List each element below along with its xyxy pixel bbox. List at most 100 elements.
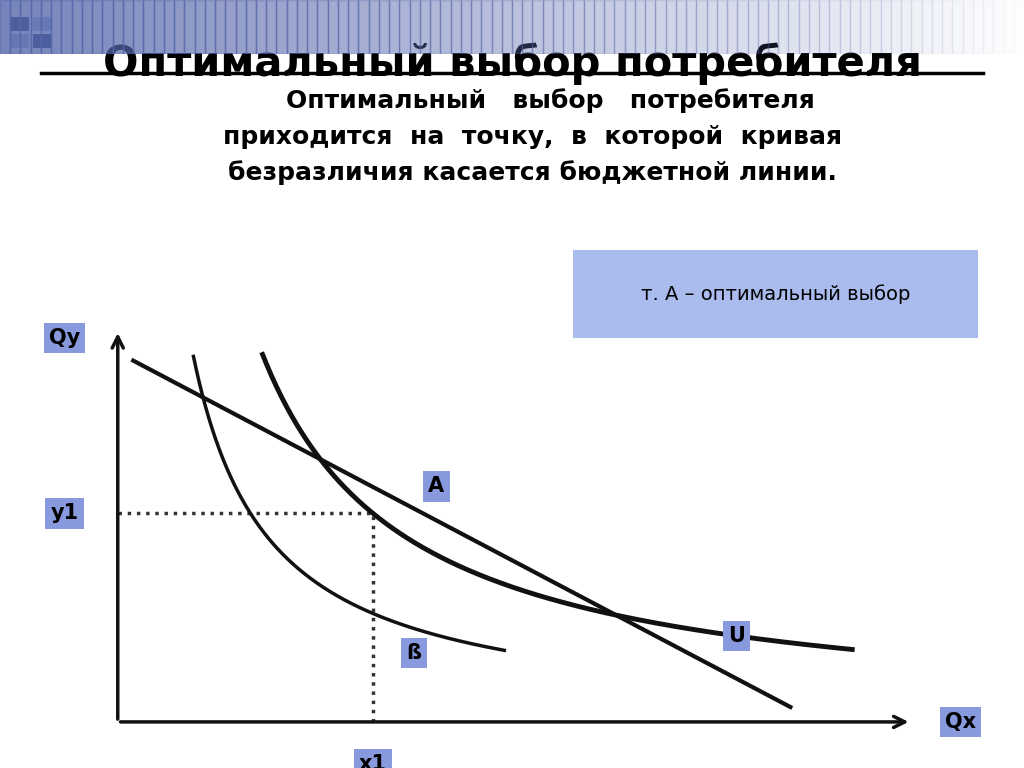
Bar	[553, 0, 563, 54]
Bar	[932, 0, 942, 54]
Bar	[92, 0, 102, 54]
Text: x1: x1	[358, 754, 387, 768]
Bar	[901, 0, 911, 54]
Bar	[594, 0, 604, 54]
Bar	[635, 0, 645, 54]
Bar	[625, 0, 635, 54]
Bar	[123, 0, 133, 54]
Bar	[512, 0, 522, 54]
Bar	[307, 0, 317, 54]
Bar	[102, 0, 113, 54]
Text: Qx: Qx	[945, 712, 976, 732]
Bar	[195, 0, 205, 54]
Bar	[840, 0, 850, 54]
Bar	[256, 0, 266, 54]
Bar	[860, 0, 870, 54]
Bar	[461, 0, 471, 54]
Text: Оптимальный   выбор   потребителя
приходится  на  точку,  в  которой  кривая
без: Оптимальный выбор потребителя приходится…	[223, 88, 842, 185]
Bar	[645, 0, 655, 54]
Bar	[707, 0, 717, 54]
Bar	[492, 0, 502, 54]
Text: ß: ß	[407, 643, 421, 663]
Bar	[696, 0, 707, 54]
Bar	[389, 0, 399, 54]
Bar	[276, 0, 287, 54]
Bar	[502, 0, 512, 54]
FancyBboxPatch shape	[33, 17, 51, 31]
Bar	[737, 0, 748, 54]
Bar	[809, 0, 819, 54]
Bar	[164, 0, 174, 54]
Bar	[532, 0, 543, 54]
Bar	[451, 0, 461, 54]
Bar	[205, 0, 215, 54]
Bar	[522, 0, 532, 54]
Text: т. А – оптимальный выбор: т. А – оптимальный выбор	[641, 284, 910, 303]
Bar	[942, 0, 952, 54]
Bar	[287, 0, 297, 54]
Bar	[348, 0, 358, 54]
Bar	[317, 0, 328, 54]
Bar	[174, 0, 184, 54]
Bar	[61, 0, 72, 54]
Bar	[72, 0, 82, 54]
Bar	[778, 0, 788, 54]
Bar	[328, 0, 338, 54]
Text: U: U	[728, 626, 744, 646]
FancyBboxPatch shape	[10, 34, 29, 48]
Bar	[481, 0, 492, 54]
Bar	[891, 0, 901, 54]
Bar	[143, 0, 154, 54]
Bar	[676, 0, 686, 54]
Bar	[154, 0, 164, 54]
Bar	[911, 0, 922, 54]
Bar	[543, 0, 553, 54]
Bar	[584, 0, 594, 54]
Bar	[410, 0, 420, 54]
Bar	[20, 0, 31, 54]
Bar	[51, 0, 61, 54]
Bar	[829, 0, 840, 54]
FancyBboxPatch shape	[573, 250, 978, 338]
Bar	[246, 0, 256, 54]
Bar	[604, 0, 614, 54]
Text: Оптимальный выбор потребителя: Оптимальный выбор потребителя	[102, 42, 922, 84]
Bar	[819, 0, 829, 54]
Bar	[358, 0, 369, 54]
Bar	[379, 0, 389, 54]
Bar	[563, 0, 573, 54]
Bar	[993, 0, 1004, 54]
Bar	[31, 0, 41, 54]
Bar	[686, 0, 696, 54]
Text: Qy: Qy	[49, 328, 80, 348]
Bar	[10, 0, 20, 54]
Bar	[748, 0, 758, 54]
Bar	[881, 0, 891, 54]
Bar	[113, 0, 123, 54]
Bar	[338, 0, 348, 54]
Bar	[430, 0, 440, 54]
Text: y1: y1	[50, 503, 79, 523]
Bar	[266, 0, 276, 54]
Bar	[1004, 0, 1014, 54]
Bar	[850, 0, 860, 54]
Bar	[870, 0, 881, 54]
Bar	[82, 0, 92, 54]
Bar	[0, 0, 10, 54]
Bar	[666, 0, 676, 54]
Text: A: A	[428, 476, 444, 496]
Bar	[788, 0, 799, 54]
Bar	[225, 0, 236, 54]
Bar	[399, 0, 410, 54]
FancyBboxPatch shape	[33, 34, 51, 48]
Bar	[297, 0, 307, 54]
Bar	[655, 0, 666, 54]
Bar	[573, 0, 584, 54]
Bar	[236, 0, 246, 54]
Bar	[799, 0, 809, 54]
Bar	[963, 0, 973, 54]
Bar	[922, 0, 932, 54]
Bar	[614, 0, 625, 54]
Bar	[369, 0, 379, 54]
Bar	[727, 0, 737, 54]
